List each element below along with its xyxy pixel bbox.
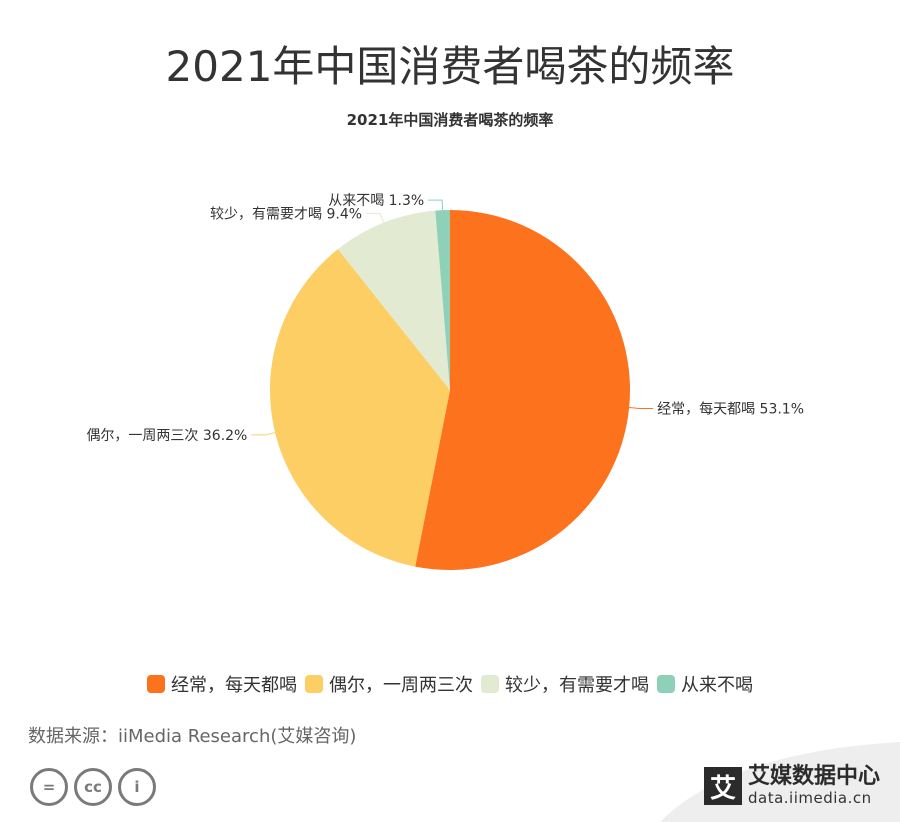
slice-label-0: 经常，每天都喝 53.1% [657,401,804,417]
label-leader-line-0 [629,407,654,409]
legend-item-3[interactable]: 从来不喝 [657,671,753,697]
label-leader-line-3 [428,199,444,211]
pie-slice-2 [337,210,450,390]
brand-block: 艾 艾媒数据中心 data.iimedia.cn [703,764,880,807]
pie-slice-3 [435,210,450,390]
chart-legend: 经常，每天都喝 偶尔，一周两三次 较少，有需要才喝 从来不喝 [0,671,900,697]
legend-label-2: 较少，有需要才喝 [505,675,649,696]
legend-item-2[interactable]: 较少，有需要才喝 [481,671,649,697]
legend-label-3: 从来不喝 [681,675,753,696]
slice-label-2: 较少，有需要才喝 9.4% [210,206,362,222]
legend-swatch-3 [657,675,675,693]
label-leader-line-2 [366,212,385,223]
legend-label-1: 偶尔，一周两三次 [329,675,473,696]
license-icons: = cc i [30,768,162,806]
brand-logo-icon: 艾 [703,767,742,805]
label-leader-line-1 [251,432,276,436]
legend-item-0[interactable]: 经常，每天都喝 [147,671,297,697]
data-source: 数据来源：iiMedia Research(艾媒咨询) [28,726,357,747]
pie-slice-0 [415,210,630,571]
slice-label-1: 偶尔，一周两三次 36.2% [86,428,247,444]
slice-label-3: 从来不喝 1.3% [328,193,424,209]
cc-icon: cc [74,768,112,806]
pie-slice-1 [269,249,450,567]
brand-name: 艾媒数据中心 [747,764,880,789]
legend-swatch-1 [305,675,323,693]
chart-title: 2021年中国消费者喝茶的频率 [347,111,554,129]
brand-url: data.iimedia.cn [747,789,872,807]
legend-swatch-2 [481,675,499,693]
pie-chart: 2021年中国消费者喝茶的频率 经常，每天都喝 53.1% 偶尔，一周两三次 36… [86,111,804,571]
cc-attribution-icon: i [118,768,156,806]
legend-swatch-0 [147,675,165,693]
cc-equal-icon: = [30,768,68,806]
page-title: 2021年中国消费者喝茶的频率 [165,42,735,91]
legend-label-0: 经常，每天都喝 [171,675,297,696]
legend-item-1[interactable]: 偶尔，一周两三次 [305,671,473,697]
